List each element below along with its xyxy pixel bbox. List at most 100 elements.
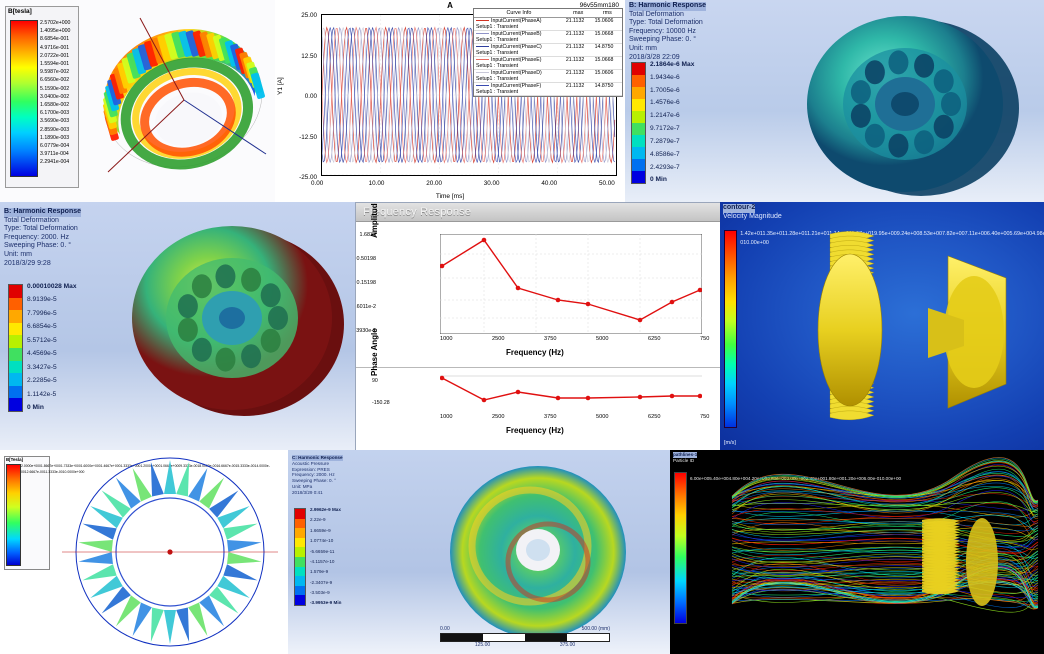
legend-max: 21.1132 bbox=[563, 17, 593, 31]
scale-bar: 0.00 500.00 (mm) 125.00 375.00 bbox=[440, 626, 610, 648]
scale-tick-1: 125.00 bbox=[474, 642, 491, 648]
legend-color-bar bbox=[294, 508, 306, 606]
y-tick: 4.6011e-2 bbox=[356, 304, 376, 310]
legend-value: 9.24e+00 bbox=[896, 231, 920, 237]
legend-value: 0.0000e+000 bbox=[64, 470, 85, 475]
legend-color-bar bbox=[674, 472, 687, 624]
legend-band bbox=[295, 518, 305, 529]
x-axis-label: Time [ms] bbox=[435, 193, 465, 200]
legend-value: 6.6560e-002 bbox=[40, 77, 70, 84]
legend-value: 1.7333e+000 bbox=[60, 464, 81, 468]
legend-band bbox=[295, 547, 305, 557]
chart-corner-label: 96v55mm180 bbox=[579, 2, 619, 9]
legend-value: 5.5712e-5 bbox=[27, 336, 57, 344]
header-line: Frequency: 10000 Hz bbox=[629, 27, 696, 35]
legend-band bbox=[632, 99, 645, 111]
legend-band bbox=[632, 123, 645, 135]
legend-value: 1.80e+00 bbox=[825, 476, 845, 481]
legend-value: 6.00e-01 bbox=[863, 476, 882, 481]
legend-header-row: Curve Info max rms bbox=[474, 9, 622, 18]
x-tick: 6250 bbox=[648, 336, 661, 342]
x-tick: 50.00 bbox=[599, 180, 615, 187]
legend-value: 2.4293e-7 bbox=[650, 163, 680, 171]
header-line: Type: Total Deformation bbox=[629, 19, 703, 27]
x-tick: 5000 bbox=[596, 414, 609, 420]
legend-band bbox=[295, 595, 305, 605]
legend-value: -5.6659e-11 bbox=[310, 548, 335, 554]
legend-band bbox=[295, 537, 305, 548]
result-header: C: Harmonic Response Acoustic Pressure Exp… bbox=[292, 455, 343, 496]
header-line: Frequency: 2000. Hz bbox=[4, 233, 69, 241]
legend-value: 6.00e+00 bbox=[690, 476, 710, 481]
x-tick: 1000 bbox=[440, 414, 453, 420]
header-line: B: Harmonic Response bbox=[629, 2, 707, 11]
legend-band bbox=[9, 310, 22, 323]
y-tick: 0.50198 bbox=[356, 256, 377, 262]
panel-harmonic-response-2000hz: B: Harmonic Response Total Deformation Typ… bbox=[0, 202, 355, 450]
legend-band bbox=[9, 373, 22, 386]
panel-transient-current: A 96v55mm180 Y1 [A] Time [ms] 25.00 12.50… bbox=[275, 0, 626, 202]
header-line: pathlines-1 bbox=[673, 452, 698, 458]
deformation-legend: 0.00010028 Max 8.9139e-5 7.7996e-5 6.6854e-… bbox=[8, 283, 77, 412]
legend-value: 3.0400e-002 bbox=[40, 93, 70, 100]
legend-value: 4.8586e-7 bbox=[650, 150, 680, 158]
legend-value: 8.53e+00 bbox=[919, 231, 943, 237]
legend-value: 1.579e-9 bbox=[310, 569, 329, 575]
legend-max: 21.1132 bbox=[563, 30, 593, 44]
legend-color-bar bbox=[631, 62, 646, 184]
legend-band bbox=[295, 566, 305, 577]
panel-flux-density: B[tesla] 2.5702e+000 1.4095e+000 8.6854e-0… bbox=[0, 0, 275, 202]
legend-color-bar bbox=[8, 284, 23, 412]
y-tick: 1.3930e-2 bbox=[356, 328, 376, 334]
x-tick: 2500 bbox=[492, 414, 505, 420]
phase-chart: Phase Angle 90 -150.28 1000 2500 3750 5000 62… bbox=[356, 328, 721, 451]
legend-value: 5.1590e-002 bbox=[40, 85, 70, 92]
legend-value: 1.6000e+000 bbox=[80, 464, 101, 468]
legend-col-rms: rms bbox=[592, 9, 622, 18]
legend-value: 9.95e+00 bbox=[874, 231, 897, 237]
flux-color-bar bbox=[6, 464, 21, 566]
legend-value: 6.6854e-5 bbox=[27, 323, 57, 331]
result-header: B: Harmonic Response Total Deformation Typ… bbox=[4, 208, 82, 268]
y-tick: 1.6832 bbox=[359, 232, 377, 238]
legend-value: 5.40e+00 bbox=[709, 476, 729, 481]
chart-title: A bbox=[447, 1, 453, 10]
legend-rms: 15.0606 bbox=[592, 17, 622, 31]
panel-acoustic-pressure: C: Harmonic Response Acoustic Pressure Exp… bbox=[288, 450, 670, 654]
panel-cfd-velocity: contour-2 Velocity Magnitude 1.42e+011.35… bbox=[720, 202, 1044, 450]
flux-color-bar bbox=[10, 20, 38, 177]
x-tick: 1000 bbox=[440, 336, 453, 342]
legend-row: InputCurrent(PhaseF) Setup1 : Transient 2… bbox=[474, 82, 622, 96]
legend-band bbox=[9, 285, 22, 298]
impeller-cfd-3d bbox=[817, 231, 1007, 421]
panel-flux-lines: B[Tesla] 2.0000e+0001.8667e+0001.7333e+0… bbox=[0, 450, 288, 654]
phase-plot bbox=[440, 375, 702, 403]
header-line: Unit: MPa bbox=[292, 483, 313, 489]
legend-value: 4.0000e-001 bbox=[21, 464, 270, 475]
legend-value: 2.1864e-6 Max bbox=[650, 61, 695, 68]
legend-curve-name: InputCurrent(PhaseC) Setup1 : Transient bbox=[474, 43, 564, 57]
flux-legend-values: 2.5702e+000 1.4095e+000 8.6854e-001 4.9716e… bbox=[40, 19, 70, 167]
phase-y-label: Phase Angle bbox=[370, 328, 379, 376]
legend-band bbox=[295, 585, 305, 596]
legend-value: 1.1890e-003 bbox=[40, 134, 70, 141]
header-line: B: Harmonic Response bbox=[4, 208, 82, 217]
y-tick: 25.00 bbox=[301, 12, 317, 19]
legend-value: 4.9716e-001 bbox=[40, 44, 70, 51]
x-tick: 6250 bbox=[648, 414, 661, 420]
legend-value: 7.7996e-5 bbox=[27, 309, 57, 317]
header-line: Acoustic Pressure bbox=[292, 460, 330, 466]
velocity-unit: [m/s] bbox=[724, 440, 736, 446]
phase-x-label: Frequency (Hz) bbox=[506, 426, 564, 435]
header-line: contour-2 bbox=[723, 204, 756, 213]
header-line: Frequency: 2000. Hz bbox=[292, 472, 335, 478]
y-tick: 12.50 bbox=[301, 52, 317, 60]
legend-max: 21.1132 bbox=[563, 69, 593, 83]
header-line: 2018/3/29 9:28 bbox=[4, 259, 51, 267]
header-line: Sweeping Phase: 0. ° bbox=[4, 242, 72, 250]
window-title-bar[interactable]: Frequency Response bbox=[356, 203, 721, 222]
legend-value: 0 Min bbox=[27, 404, 44, 412]
legend-values: 0.00010028 Max 8.9139e-5 7.7996e-5 6.6854e-… bbox=[27, 283, 77, 412]
legend-value: 0 Min bbox=[650, 176, 667, 184]
legend-value: 9.3333e-001 bbox=[180, 464, 200, 468]
